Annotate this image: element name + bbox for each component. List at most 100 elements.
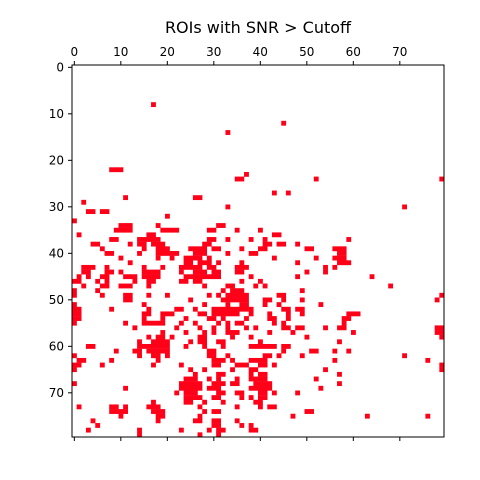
roi-cell: [85, 427, 91, 433]
roi-cell: [95, 241, 101, 247]
roi-cell: [337, 381, 342, 387]
roi-cell: [160, 330, 166, 335]
roi-cell: [434, 325, 445, 331]
roi-cell: [281, 344, 291, 349]
roi-cell: [225, 130, 231, 135]
roi-cell: [72, 362, 82, 368]
roi-cell: [234, 376, 240, 382]
roi-cell: [206, 376, 212, 382]
roi-cell: [216, 260, 221, 266]
roi-cell: [132, 278, 138, 284]
roi-cell: [258, 362, 268, 368]
roi-cell: [151, 339, 170, 345]
roi-cell: [211, 330, 217, 335]
roi-cell: [169, 255, 175, 261]
roi-cell: [253, 381, 273, 387]
roi-cell: [337, 251, 347, 256]
roi-cell: [160, 316, 166, 321]
x-tick-label: 50: [299, 45, 314, 59]
roi-cell: [72, 381, 77, 387]
roi-cell: [234, 418, 240, 424]
roi-cell: [72, 311, 82, 317]
roi-cell: [402, 204, 407, 210]
roi-cell: [318, 385, 324, 391]
roi-cell: [267, 316, 277, 321]
roi-cell: [234, 264, 249, 270]
roi-cell: [271, 320, 277, 326]
roi-cell: [351, 330, 356, 335]
roi-cell: [271, 190, 277, 196]
chart-title: ROIs with SNR > Cutoff: [165, 18, 352, 37]
y-tick-label: 70: [49, 386, 64, 400]
roi-cell: [220, 288, 226, 294]
roi-cell: [216, 292, 221, 298]
roi-cell: [230, 334, 235, 340]
y-tick-label: 20: [49, 153, 64, 167]
roi-cell: [216, 371, 226, 377]
roi-cell: [248, 367, 259, 373]
roi-cell: [137, 353, 142, 359]
roi-cell: [141, 302, 147, 307]
roi-cell: [434, 330, 445, 335]
roi-cell: [234, 320, 245, 326]
x-axis-ticks: 0 10 20 30 40 50 60 70: [71, 45, 407, 441]
roi-cell: [262, 297, 273, 303]
roi-cell: [220, 297, 249, 303]
roi-cell: [202, 367, 208, 373]
roi-cell: [141, 274, 161, 280]
roi-cell: [151, 409, 166, 414]
roi-cell: [151, 353, 161, 359]
roi-cell: [239, 395, 245, 400]
roi-cell: [248, 376, 268, 382]
roi-cell: [109, 167, 124, 173]
roi-cell: [178, 264, 203, 270]
roi-cell: [248, 371, 254, 377]
roi-cell: [332, 264, 338, 270]
roi-cell: [230, 288, 245, 294]
roi-cell: [211, 357, 226, 363]
roi-cell: [239, 260, 245, 266]
roi-cell: [337, 260, 352, 266]
roi-cell: [332, 357, 338, 363]
roi-cell: [234, 269, 245, 275]
roi-cell: [295, 274, 301, 280]
roi-cell: [230, 381, 240, 387]
roi-cell: [90, 241, 96, 247]
roi-cell: [155, 320, 166, 326]
roi-cell: [155, 413, 166, 419]
roi-cell: [137, 432, 142, 438]
roi-cell: [188, 339, 194, 345]
roi-cell: [160, 264, 166, 270]
roi-cell: [271, 362, 277, 368]
roi-cell: [216, 223, 226, 228]
roi-cell: [248, 237, 254, 242]
y-tick-label: 30: [49, 200, 64, 214]
roi-cell: [81, 283, 87, 289]
roi-cell: [141, 316, 147, 321]
roi-cell: [439, 176, 445, 182]
roi-cell: [341, 316, 352, 321]
roi-cell: [364, 413, 370, 419]
roi-cell: [183, 344, 189, 349]
roi-cell: [258, 390, 268, 396]
roi-cell: [123, 195, 128, 201]
roi-cell: [239, 423, 245, 428]
roi-cell: [206, 237, 217, 242]
roi-cell: [197, 311, 208, 317]
roi-cell: [211, 423, 221, 428]
roi-cell: [206, 385, 221, 391]
roi-cell: [258, 395, 268, 400]
roi-cell: [183, 260, 194, 266]
roi-cell: [174, 306, 184, 312]
roi-cell: [323, 367, 328, 373]
roi-cell: [253, 325, 259, 331]
roi-cell: [141, 269, 161, 275]
roi-cell: [137, 237, 161, 242]
roi-cell: [346, 237, 352, 242]
roi-cell: [258, 246, 268, 252]
roi-cell: [155, 246, 170, 252]
roi-cell: [304, 334, 310, 340]
roi-cell: [99, 283, 110, 289]
roi-cell: [118, 269, 124, 275]
roi-cell: [239, 302, 249, 307]
